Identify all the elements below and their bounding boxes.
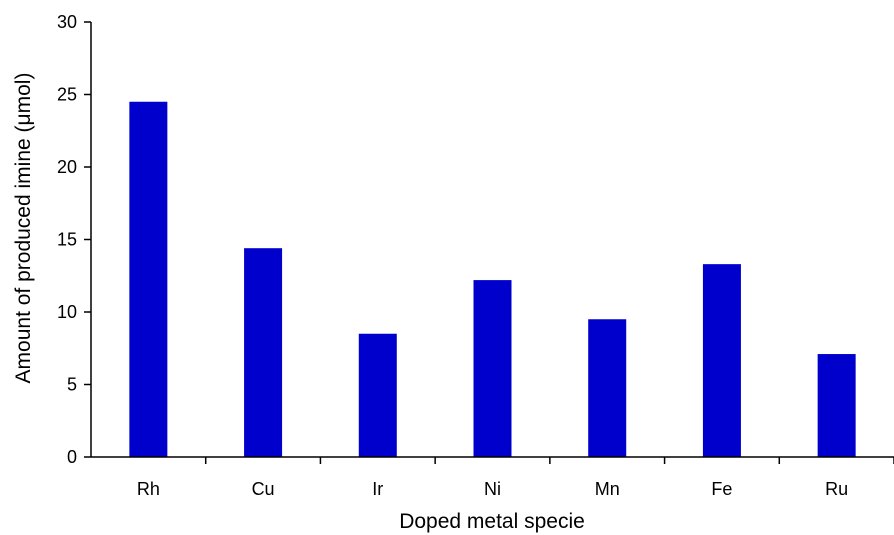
y-tick-label: 0 (67, 447, 77, 467)
y-tick-label: 10 (57, 302, 77, 322)
y-tick-label: 5 (67, 375, 77, 395)
y-axis-title: Amount of produced imine (μmol) (12, 73, 35, 384)
x-tick-label: Rh (137, 479, 160, 499)
x-tick-label: Cu (252, 479, 275, 499)
bar-ir (358, 333, 397, 457)
y-tick-label: 20 (57, 157, 77, 177)
y-tick-label: 25 (57, 85, 77, 105)
x-ticks: Rh Cu Ir Ni Mn Fe Ru (137, 457, 894, 499)
y-tick-label: 30 (57, 12, 77, 32)
x-tick-label: Ir (372, 479, 383, 499)
x-tick-label: Ni (484, 479, 501, 499)
x-axis: Rh Cu Ir Ni Mn Fe Ru (91, 456, 894, 499)
x-axis-title: Doped metal specie (399, 510, 585, 533)
bar-mn (588, 319, 627, 457)
y-tick-label: 15 (57, 230, 77, 250)
x-tick-label: Mn (595, 479, 620, 499)
bar-ni (473, 280, 512, 457)
bar-cu (244, 248, 283, 457)
x-tick-label: Fe (711, 479, 732, 499)
y-ticks: 0 5 10 15 20 25 30 (57, 12, 91, 467)
bar-rh (129, 101, 168, 457)
x-tick-label: Ru (825, 479, 848, 499)
bar-ru (817, 354, 856, 457)
y-axis: 0 5 10 15 20 25 30 (57, 12, 92, 467)
bar-fe (702, 264, 741, 457)
bars-group (129, 101, 856, 457)
